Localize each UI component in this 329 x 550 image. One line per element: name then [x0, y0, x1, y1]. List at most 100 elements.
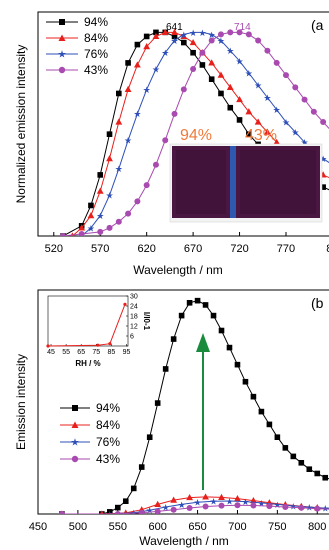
- data-point-76%: ★: [217, 36, 225, 46]
- data-point-43%: [292, 84, 299, 91]
- data-point-43%: [170, 506, 177, 513]
- svg-text:76%: 76%: [96, 435, 120, 449]
- data-point-84%: [254, 118, 262, 125]
- data-point-84%: [264, 128, 271, 135]
- data-point-43%: [282, 72, 289, 79]
- data-point-43%: [273, 59, 280, 66]
- data-point-43%: [282, 503, 289, 510]
- data-point-76%: ★: [87, 223, 95, 233]
- inset-y-tick-label: 18: [130, 314, 138, 321]
- data-point-43%: [114, 511, 121, 514]
- data-point-43%: [264, 47, 271, 54]
- data-point-84%: [189, 38, 197, 46]
- panel-a-legend: 94% 84% ★ 76% 43%: [46, 15, 108, 77]
- data-point-43%: [217, 31, 224, 38]
- data-point-43%: [134, 198, 141, 205]
- data-point-94%: [298, 460, 305, 466]
- svg-text:43%: 43%: [84, 63, 108, 77]
- data-point-94%: [171, 33, 178, 40]
- data-point-94%: [208, 76, 215, 82]
- panel-b-label: (b: [311, 295, 324, 311]
- data-point-94%: [306, 466, 313, 472]
- data-point-84%: [234, 495, 241, 502]
- data-point-43%: [218, 502, 225, 509]
- data-point-76%: ★: [291, 128, 299, 138]
- series-line-76%: [81, 31, 329, 236]
- data-point-43%: [125, 210, 132, 217]
- data-point-43%: [314, 505, 321, 512]
- data-point-43%: [78, 230, 85, 236]
- data-point-94%: [153, 29, 159, 36]
- data-point-84%: [143, 43, 151, 50]
- legend-a-76: ★ 76%: [46, 47, 108, 61]
- panel-a-series: ★★★★★★★★★★★★★★★★★★★★★★★★★★★★★: [60, 28, 329, 236]
- data-point-94%: [134, 41, 141, 48]
- x-tick-label: 720: [230, 243, 248, 255]
- data-point-94%: [234, 361, 241, 368]
- data-point-94%: [178, 312, 185, 319]
- data-point-43%: [171, 110, 178, 117]
- data-point-84%: [124, 85, 132, 92]
- data-point-76%: ★: [305, 503, 313, 513]
- data-point-43%: [298, 504, 305, 511]
- inset-x-axis-label: RH / %: [75, 359, 100, 368]
- x-tick-label: 800: [308, 521, 326, 533]
- data-point-43%: [301, 96, 308, 103]
- data-point-94%: [186, 300, 193, 306]
- data-point-76%: ★: [130, 508, 138, 518]
- data-point-76%: ★: [273, 500, 281, 510]
- data-point-76%: ★: [161, 48, 169, 58]
- data-point-43%: [310, 108, 317, 115]
- data-point-94%: [88, 202, 94, 209]
- inset-y-tick-label: 30: [130, 294, 138, 301]
- data-point-84%: [96, 187, 104, 194]
- data-point-94%: [227, 104, 234, 111]
- data-point-43%: [58, 511, 65, 514]
- data-point-94%: [122, 498, 129, 504]
- data-point-84%: [217, 71, 225, 78]
- data-point-76%: ★: [254, 81, 262, 91]
- data-point-94%: [314, 470, 321, 477]
- legend-b-94: 94%: [60, 401, 120, 415]
- data-point-94%: [130, 485, 137, 492]
- panel-a-label: (a: [311, 17, 324, 33]
- data-point-76%: ★: [226, 46, 234, 56]
- data-point-76%: ★: [106, 509, 114, 519]
- data-point-76%: ★: [241, 497, 249, 507]
- x-tick-label: 620: [137, 243, 155, 255]
- inset-x-tick-label: 65: [77, 349, 85, 356]
- x-tick-label: 670: [184, 243, 202, 255]
- data-point-76%: ★: [245, 68, 253, 78]
- data-point-76%: ★: [236, 56, 244, 66]
- legend-a-43: 43%: [46, 63, 108, 77]
- data-point-76%: ★: [194, 498, 202, 508]
- data-point-94%: [226, 344, 233, 351]
- data-point-76%: ★: [319, 154, 327, 164]
- data-point-94%: [125, 60, 131, 66]
- data-point-94%: [250, 393, 257, 400]
- inset-series-line: [47, 304, 126, 347]
- data-point-76%: ★: [282, 117, 290, 127]
- data-point-43%: [106, 224, 113, 231]
- inset-data-point: [108, 342, 112, 346]
- x-tick-label: 450: [29, 521, 47, 533]
- data-point-94%: [274, 434, 281, 440]
- data-point-84%: [99, 510, 104, 514]
- legend-b-76: ★ 76%: [60, 435, 120, 449]
- data-point-76%: ★: [257, 498, 265, 508]
- data-point-76%: ★: [209, 497, 217, 507]
- panel-b-x-axis-label: Wavelength / nm: [139, 534, 229, 548]
- x-tick-label: 82: [326, 243, 329, 255]
- data-point-84%: [170, 496, 178, 503]
- data-point-84%: [236, 95, 243, 103]
- data-point-43%: [138, 509, 145, 514]
- inset-data-point: [46, 344, 50, 348]
- data-point-76%: ★: [152, 64, 160, 74]
- data-point-94%: [266, 421, 273, 428]
- data-point-76%: ★: [124, 136, 132, 146]
- data-point-94%: [181, 39, 187, 46]
- data-point-76%: ★: [289, 501, 297, 511]
- panel-a-x-ticks: 520 570 620 670 720 770 82: [45, 232, 329, 255]
- panel-a-annotation-641: 641: [166, 22, 183, 33]
